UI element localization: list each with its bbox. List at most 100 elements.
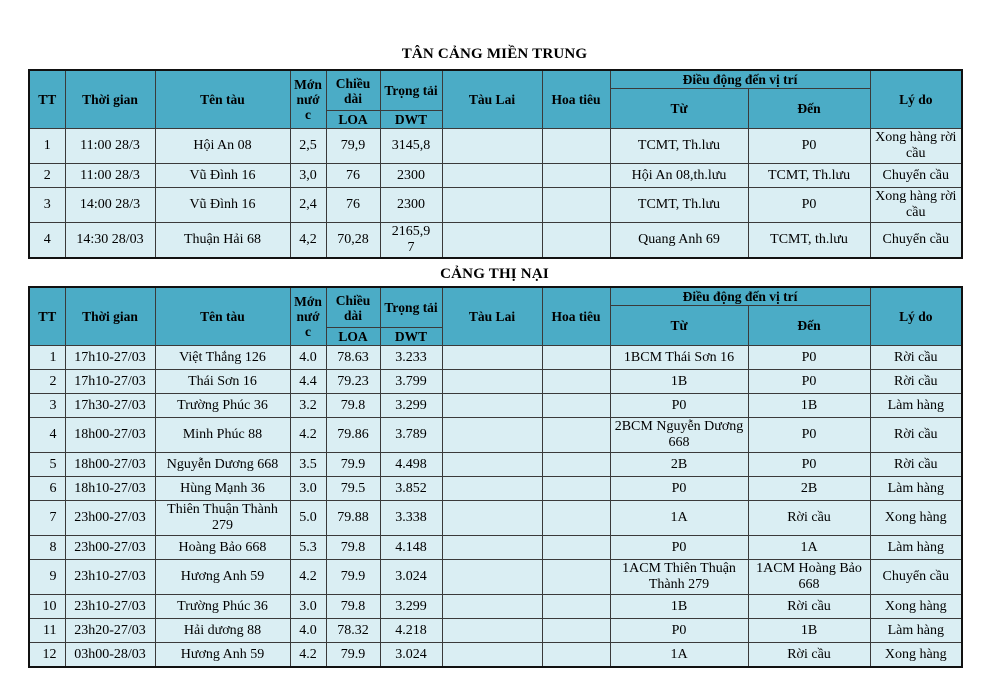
cell-tau-lai	[441, 476, 543, 501]
cell-dwt: 3.338	[379, 500, 443, 536]
cell-ten-tau: Hoàng Bảo 668	[154, 535, 291, 560]
cell-thoi-gian: 03h00-28/03	[64, 642, 156, 668]
cell-dwt: 2300	[379, 163, 443, 188]
cell-den: P0	[747, 128, 871, 164]
col-header-trong-tai: Trọng tải	[379, 286, 443, 328]
cell-loa: 79.23	[325, 369, 381, 394]
cell-tu: P0	[609, 618, 749, 643]
cang-thi-nai-table: TT Thời gian Tên tàu Mớn nước Chiều dài …	[28, 286, 964, 668]
header-row-3: LOA DWT	[29, 110, 962, 129]
table-row: 4 18h00-27/03 Minh Phúc 88 4.2 79.86 3.7…	[28, 417, 963, 453]
cell-ly-do: Rời cầu	[869, 369, 963, 394]
cell-tu: P0	[609, 535, 749, 560]
cell-tt: 4	[28, 222, 66, 259]
header-row-2: Từ Đến	[29, 305, 962, 346]
cell-den: 1B	[747, 393, 871, 418]
cell-hoa-tieu	[541, 476, 611, 501]
cell-ten-tau: Hải dương 88	[154, 618, 291, 643]
cell-ten-tau: Hùng Mạnh 36	[154, 476, 291, 501]
port-schedule-sheet: TÂN CẢNG MIỀN TRUNG TT Thời gian Tên tàu…	[28, 46, 964, 668]
cell-hoa-tieu	[541, 559, 611, 595]
col-header-dieu-dong: Điều động đến vị trí	[609, 286, 871, 306]
cell-mon-nuoc: 4.4	[289, 369, 327, 394]
cell-ten-tau: Hương Anh 59	[154, 559, 291, 595]
cell-ten-tau: Thiên Thuận Thành 279	[154, 500, 291, 536]
cell-thoi-gian: 23h00-27/03	[64, 500, 156, 536]
cell-dwt: 3.789	[379, 417, 443, 453]
header-row-2: Từ Đến	[29, 88, 962, 129]
cell-dwt: 3145,8	[379, 128, 443, 164]
cell-den: P0	[747, 417, 871, 453]
cell-hoa-tieu	[541, 187, 611, 223]
table-row: 3 17h30-27/03 Trường Phúc 36 3.2 79.8 3.…	[28, 393, 963, 418]
cell-ten-tau: Trường Phúc 36	[154, 393, 291, 418]
cell-dwt: 3.299	[379, 594, 443, 619]
cell-loa: 79.5	[325, 476, 381, 501]
cell-mon-nuoc: 3,0	[289, 163, 327, 188]
cell-loa: 79,9	[325, 128, 381, 164]
cell-den: P0	[747, 345, 871, 370]
cell-dwt: 4.218	[379, 618, 443, 643]
cell-ly-do: Xong hàng	[869, 500, 963, 536]
header-row-3: LOA DWT	[29, 327, 962, 346]
table-row: 4 14:30 28/03 Thuận Hải 68 4,2 70,28 216…	[28, 222, 963, 259]
col-header-ly-do: Lý do	[869, 286, 963, 346]
col-header-tt: TT	[28, 69, 66, 129]
cell-den: 1B	[747, 618, 871, 643]
header-row-1: TT Thời gian Tên tàu Mớn nước Chiều dài …	[28, 69, 963, 129]
cell-tu: Quang Anh 69	[609, 222, 749, 259]
cell-tu: P0	[609, 476, 749, 501]
cell-loa: 79.9	[325, 642, 381, 668]
cell-tt: 7	[28, 500, 66, 536]
cell-tu: TCMT, Th.lưu	[609, 128, 749, 164]
table-row: 8 23h00-27/03 Hoàng Bảo 668 5.3 79.8 4.1…	[28, 535, 963, 560]
cell-tau-lai	[441, 163, 543, 188]
table-row: 11 23h20-27/03 Hải dương 88 4.0 78.32 4.…	[28, 618, 963, 643]
cell-tau-lai	[441, 535, 543, 560]
cell-tt: 11	[28, 618, 66, 643]
cell-den: Rời cầu	[747, 594, 871, 619]
cell-hoa-tieu	[541, 452, 611, 477]
col-header-chieu-dai: Chiều dài	[325, 286, 381, 328]
cell-tu: 1A	[609, 642, 749, 668]
table-row: 6 18h10-27/03 Hùng Mạnh 36 3.0 79.5 3.85…	[28, 476, 963, 501]
cell-dwt: 3.852	[379, 476, 443, 501]
col-header-loa: LOA	[325, 327, 381, 346]
cell-dwt: 3.233	[379, 345, 443, 370]
cell-loa: 76	[325, 163, 381, 188]
cell-hoa-tieu	[541, 345, 611, 370]
cell-ly-do: Làm hàng	[869, 393, 963, 418]
cell-den: TCMT, Th.lưu	[747, 163, 871, 188]
cell-thoi-gian: 11:00 28/3	[64, 163, 156, 188]
col-header-mon-nuoc: Mớn nước	[289, 69, 327, 129]
cell-tau-lai	[441, 559, 543, 595]
cell-ly-do: Xong hàng	[869, 594, 963, 619]
col-header-ten-tau: Tên tàu	[154, 286, 291, 346]
cell-ten-tau: Trường Phúc 36	[154, 594, 291, 619]
cell-mon-nuoc: 4,2	[289, 222, 327, 259]
col-header-trong-tai: Trọng tải	[379, 69, 443, 111]
cell-loa: 79.8	[325, 535, 381, 560]
cell-ly-do: Rời cầu	[869, 417, 963, 453]
cell-tu: Hội An 08,th.lưu	[609, 163, 749, 188]
cell-hoa-tieu	[541, 163, 611, 188]
cell-hoa-tieu	[541, 500, 611, 536]
cell-loa: 79.8	[325, 594, 381, 619]
cell-ly-do: Xong hàng rời cầu	[869, 187, 963, 223]
cell-ly-do: Chuyển cầu	[869, 222, 963, 259]
cell-mon-nuoc: 2,4	[289, 187, 327, 223]
cell-den: P0	[747, 452, 871, 477]
cell-dwt: 2300	[379, 187, 443, 223]
table-title-cang-thi-nai: CẢNG THỊ NẠI	[440, 266, 549, 282]
table-header: TT Thời gian Tên tàu Mớn nước Chiều dài …	[28, 286, 963, 346]
table-row: 12 03h00-28/03 Hương Anh 59 4.2 79.9 3.0…	[28, 642, 963, 668]
header-row-1: TT Thời gian Tên tàu Mớn nước Chiều dài …	[28, 286, 963, 346]
cell-tt: 8	[28, 535, 66, 560]
cell-loa: 76	[325, 187, 381, 223]
cell-den: 2B	[747, 476, 871, 501]
cell-tau-lai	[441, 618, 543, 643]
cell-hoa-tieu	[541, 594, 611, 619]
col-header-chieu-dai: Chiều dài	[325, 69, 381, 111]
cell-loa: 70,28	[325, 222, 381, 259]
cell-ten-tau: Vũ Đình 16	[154, 163, 291, 188]
